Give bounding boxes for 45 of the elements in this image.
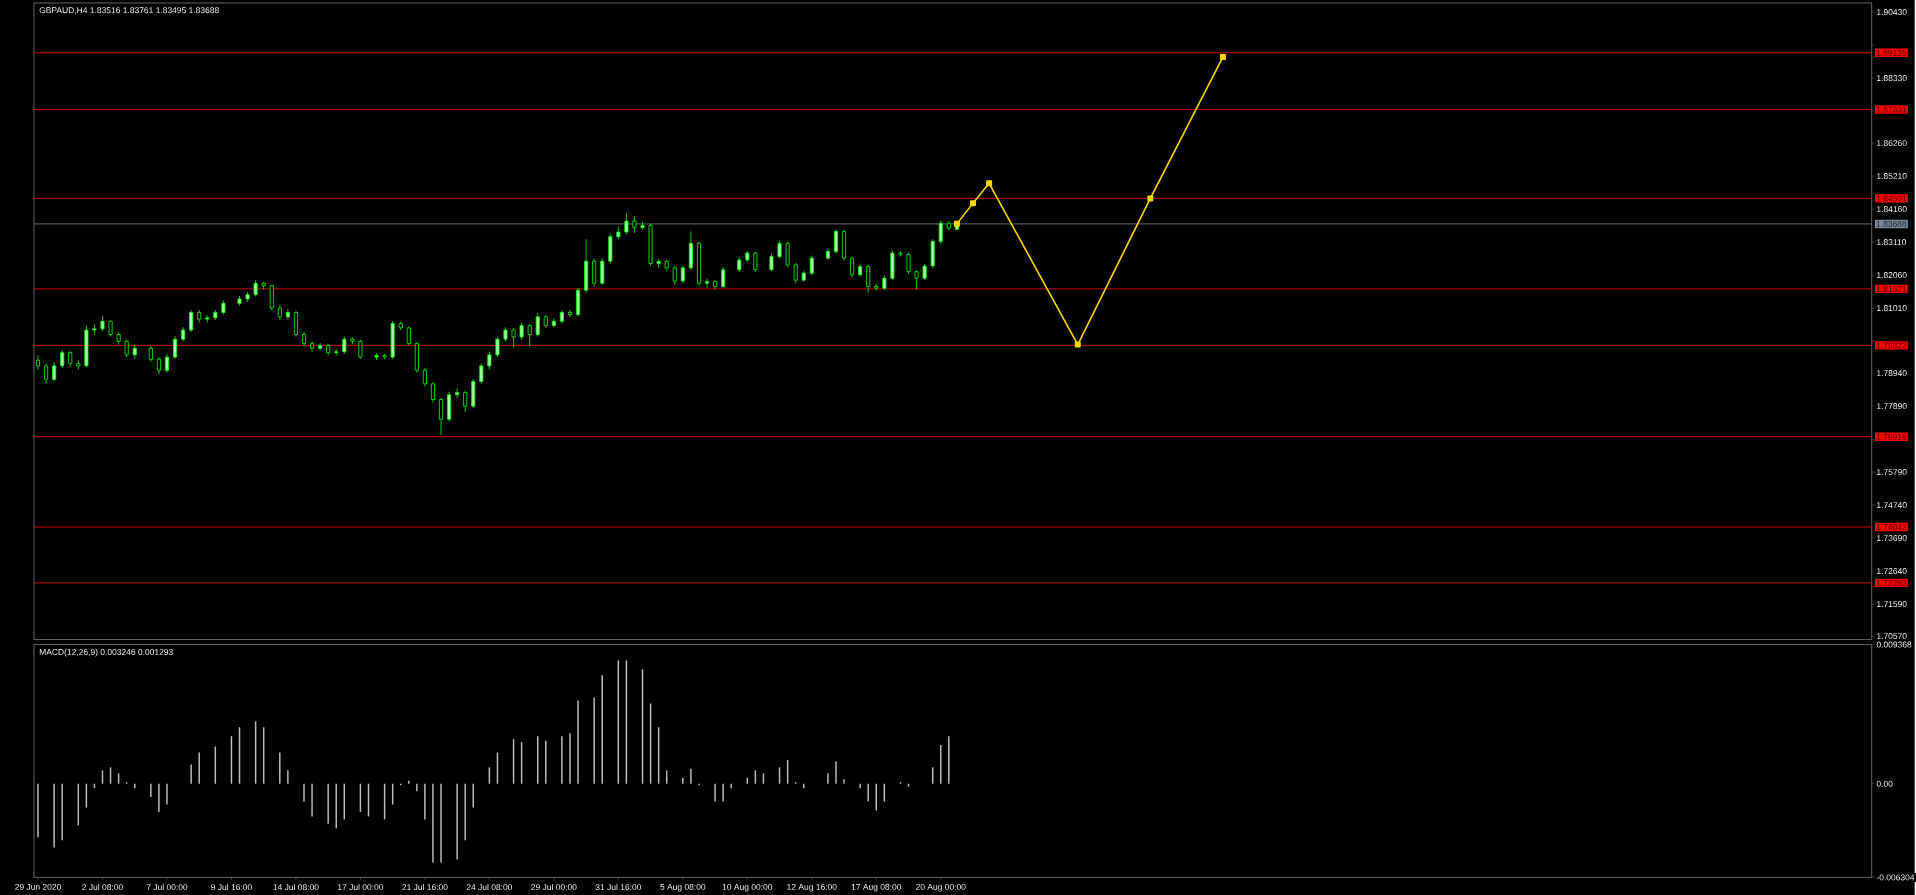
y-tick-label: 1.90430 <box>1877 8 1907 15</box>
ref-line-label: 1.74042 <box>1876 523 1907 530</box>
y-tick-label: 1.81010 <box>1877 304 1907 311</box>
x-tick-label: 12 Aug 16:00 <box>787 883 837 892</box>
ref-line-label: 1.72263 <box>1876 579 1907 586</box>
y-tick-label: 1.86260 <box>1877 139 1907 146</box>
x-tick-label: 17 Jul 00:00 <box>338 883 384 890</box>
y-tick-label: 1.73690 <box>1877 534 1907 541</box>
x-tick-label: 14 Jul 08:00 <box>273 883 319 890</box>
x-tick-label: 10 Aug 00:00 <box>722 883 773 892</box>
x-tick-label: 17 Aug 08:00 <box>851 883 902 892</box>
x-tick-label: 9 Jul 16:00 <box>211 883 252 890</box>
x-tick-label: 7 Jul 00:00 <box>146 883 188 890</box>
ref-line-label: 1.76916 <box>1876 433 1907 440</box>
ref-line-label: 1.87331 <box>1876 106 1907 113</box>
x-tick-label: 21 Jul 16:00 <box>402 883 448 890</box>
y-tick-label: 1.84160 <box>1877 205 1907 212</box>
ref-line-label: 1.83688 <box>1876 220 1907 227</box>
y-tick-label: 1.83110 <box>1877 238 1907 245</box>
y-tick-label: 1.74740 <box>1877 501 1907 508</box>
y-tick-label: 1.85210 <box>1877 172 1907 179</box>
ref-line-label: 1.81621 <box>1876 285 1907 292</box>
y-tick-label: 1.71590 <box>1877 600 1907 607</box>
y-tick-label: 1.77890 <box>1877 402 1907 409</box>
y-tick-label: 1.70570 <box>1877 632 1907 639</box>
chart-title: MACD(12,26,9) 0.003246 0.001293 <box>39 648 173 657</box>
x-tick-label: 5 Aug 08:00 <box>660 883 706 892</box>
x-tick-label: 31 Jul 16:00 <box>595 883 642 890</box>
x-tick-label: 29 Jul 00:00 <box>531 883 577 890</box>
x-tick-label: 24 Jul 08:00 <box>466 883 513 890</box>
y-tick-label: 0.00 <box>1876 780 1893 787</box>
ref-line-label: 1.79822 <box>1876 342 1907 349</box>
x-tick-label: 29 Jun 2020 <box>15 883 61 890</box>
x-tick-label: 2 Jul 08:00 <box>82 883 123 890</box>
ref-line-label: 1.89135 <box>1876 49 1907 56</box>
x-tick-label: 20 Aug 00:00 <box>916 883 966 892</box>
y-tick-label: 1.78940 <box>1877 369 1907 376</box>
y-tick-label: 1.75790 <box>1877 468 1907 475</box>
y-tick-label: 1.82060 <box>1877 271 1907 278</box>
y-tick-label: 0.009368 <box>1876 641 1912 648</box>
y-tick-label: 1.72640 <box>1877 567 1907 574</box>
y-tick-label: 1.88330 <box>1877 74 1907 81</box>
chart-title: GBPAUD,H4 1.83516 1.83761 1.83495 1.83688 <box>39 7 219 14</box>
y-tick-label: -0.006304 <box>1876 874 1915 881</box>
ref-line-label: 1.84501 <box>1876 195 1907 202</box>
